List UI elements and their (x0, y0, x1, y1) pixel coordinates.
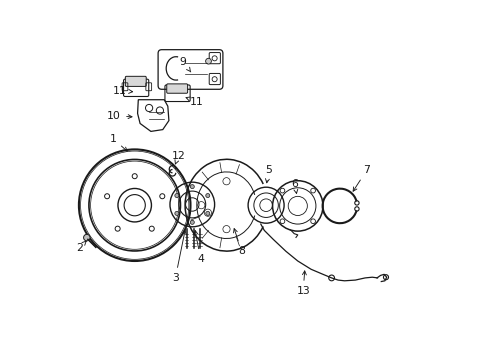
Circle shape (205, 194, 209, 198)
Text: 11: 11 (185, 96, 203, 107)
Circle shape (83, 234, 90, 241)
FancyBboxPatch shape (166, 84, 187, 93)
Circle shape (190, 185, 194, 189)
Text: 6: 6 (291, 179, 298, 193)
FancyBboxPatch shape (125, 76, 146, 86)
Text: 12: 12 (171, 150, 185, 164)
Text: 13: 13 (296, 271, 309, 296)
Text: 9: 9 (180, 57, 190, 72)
Circle shape (190, 220, 194, 224)
Text: 5: 5 (265, 165, 272, 183)
Text: 10: 10 (107, 111, 132, 121)
Circle shape (205, 58, 211, 64)
Text: 7: 7 (352, 165, 369, 191)
Text: 3: 3 (172, 230, 186, 283)
Circle shape (175, 211, 179, 215)
Text: 4: 4 (194, 230, 203, 264)
Circle shape (175, 194, 179, 198)
Text: 8: 8 (233, 229, 244, 256)
Text: 11: 11 (112, 86, 132, 96)
Text: 2: 2 (76, 241, 86, 253)
Circle shape (205, 211, 209, 215)
Text: 1: 1 (109, 134, 127, 151)
